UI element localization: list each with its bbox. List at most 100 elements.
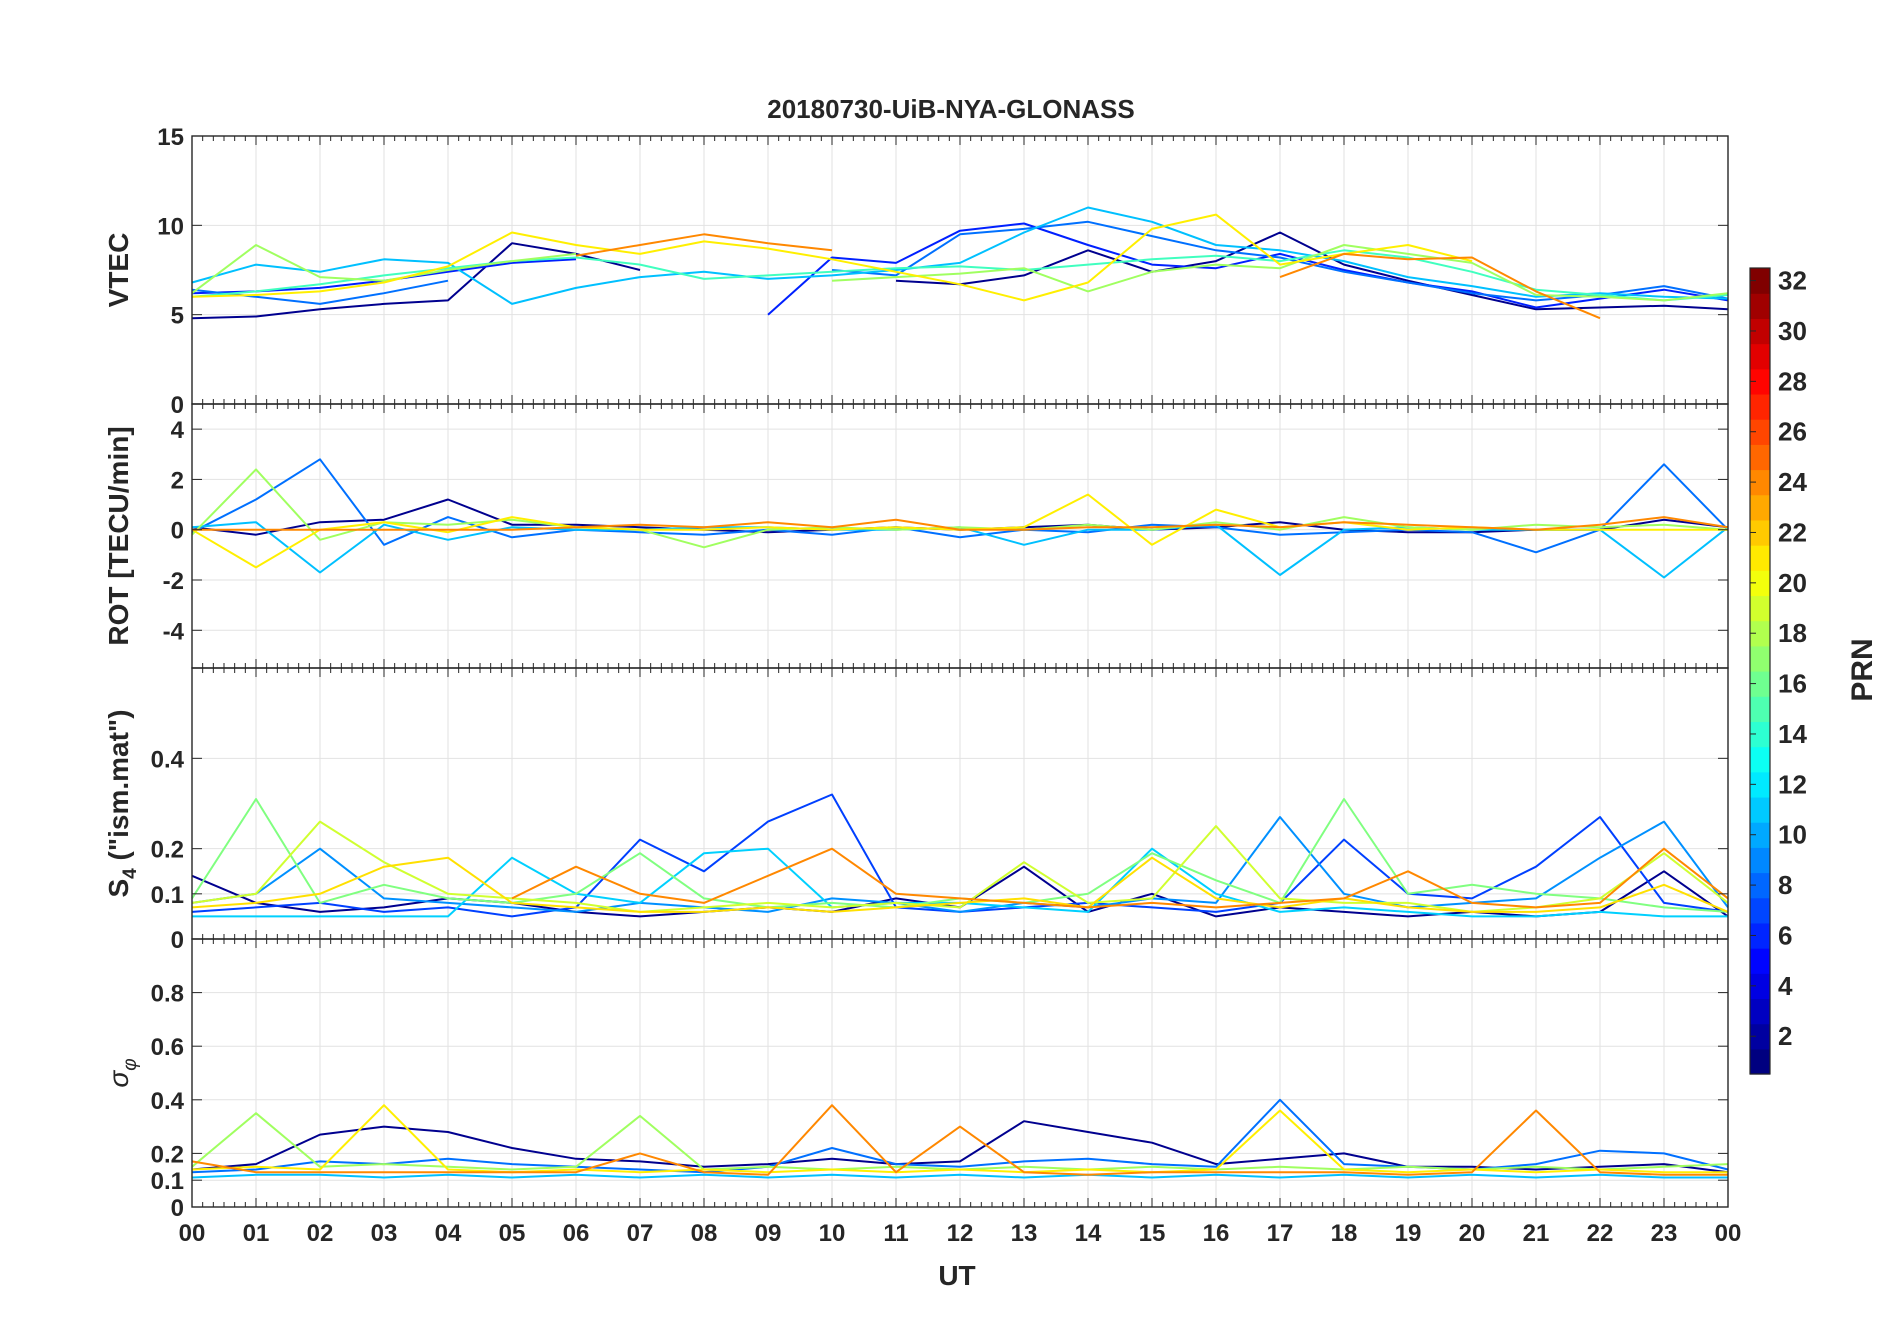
x-tick-label: 07 [627, 1220, 654, 1247]
colorbar-segment [1750, 620, 1770, 647]
figure-title: 20180730-UiB-NYA-GLONASS [767, 94, 1135, 124]
x-tick-label: 01 [243, 1220, 270, 1247]
x-tick-label: 13 [1011, 1220, 1038, 1247]
x-tick-label: 11 [883, 1220, 908, 1247]
colorbar-segment [1750, 469, 1770, 496]
x-tick-label: 09 [755, 1220, 782, 1247]
y-axis-label: σφ [103, 1058, 141, 1087]
series-line-prn-12 [191, 1173, 1728, 1179]
x-tick-label: 15 [1139, 1220, 1166, 1247]
x-tick-label: 21 [1523, 1220, 1550, 1247]
y-axis-label: ROT [TECU/min] [103, 426, 134, 645]
y-axis-label: S4 ("ism.mat") [103, 709, 141, 897]
colorbar-tick-label: 10 [1778, 820, 1807, 850]
colorbar-segment [1750, 973, 1770, 1000]
colorbar-tick-label: 20 [1778, 568, 1807, 598]
x-tick-label: 10 [819, 1220, 846, 1247]
colorbar-tick-label: 14 [1778, 719, 1807, 749]
colorbar-tick-label: 30 [1778, 316, 1807, 346]
x-tick-label: 06 [563, 1220, 590, 1247]
colorbar-segment [1750, 796, 1770, 823]
y-tick-label: 10 [157, 213, 184, 240]
x-tick-label: 04 [435, 1220, 462, 1247]
colorbar-segment [1750, 293, 1770, 319]
x-axis-label: UT [938, 1260, 975, 1291]
colorbar-segment [1750, 519, 1770, 546]
x-tick-label: 20 [1459, 1220, 1486, 1247]
panel-sigma_phi: 00.10.2 0.4 0.6 0.8 σφ 00 01 02 03 04 05 06 07 08 09 10… [103, 938, 1741, 1247]
colorbar-segment [1750, 1048, 1770, 1075]
colorbar-segment [1750, 419, 1770, 445]
colorbar-tick-label: 32 [1778, 266, 1807, 296]
colorbar-tick-label: 4 [1778, 971, 1793, 1001]
series-line-prn-23 [191, 1104, 1728, 1176]
series-line-prn-18 [191, 244, 1729, 302]
colorbar-frame [1749, 267, 1771, 1075]
y-tick-label: 0 [171, 1195, 184, 1222]
colorbar-tick-label: 26 [1778, 417, 1807, 447]
colorbar-tick-label: 22 [1778, 517, 1807, 547]
y-tick-label: 0 [171, 392, 184, 419]
series-line-prn-23 [192, 516, 1729, 531]
y-tick-label: 2 [171, 467, 184, 494]
colorbar-tick-label: 18 [1778, 618, 1807, 648]
y-tick-label: 4 [171, 417, 185, 444]
series-line-prn-12 [191, 206, 1729, 305]
y-tick-label: -2 [163, 568, 184, 595]
x-tick-label: 18 [1331, 1220, 1358, 1247]
colorbar-label: PRN [1846, 638, 1879, 701]
colorbar-segment [1750, 1023, 1770, 1050]
x-tick-label: 22 [1587, 1220, 1614, 1247]
y-axis-label: VTEC [103, 233, 134, 308]
colorbar-segment [1750, 570, 1770, 597]
series-line-prn-16 [191, 249, 1729, 302]
colorbar-segment [1750, 998, 1770, 1025]
colorbar-segment [1750, 318, 1770, 345]
colorbar-segment [1750, 545, 1770, 571]
y-tick-label: 0.8 [151, 981, 184, 1008]
colorbar-tick-label: 12 [1778, 769, 1807, 799]
y-tick-label: 5 [171, 303, 184, 330]
y-tick-label: 0.2 [151, 837, 184, 864]
y-tick-label: -4 [163, 618, 185, 645]
x-tick-label: 16 [1203, 1220, 1230, 1247]
colorbar-tick-label: 2 [1778, 1021, 1792, 1051]
y-tick-label: 0.1 [151, 1168, 184, 1195]
colorbar-segment [1750, 393, 1770, 420]
x-tick-label: 14 [1075, 1220, 1102, 1247]
x-tick-label: 17 [1267, 1220, 1294, 1247]
panel-rot: -4 -2 0 2 4 ROT [TECU/min] [103, 403, 1729, 669]
colorbar-segment [1750, 721, 1770, 748]
x-tick-label: 05 [499, 1220, 526, 1247]
colorbar-segment [1750, 343, 1770, 370]
x-tick-label: 08 [691, 1220, 718, 1247]
y-tick-label: 0.4 [151, 746, 185, 773]
colorbar-segment [1750, 771, 1770, 798]
colorbar-segment [1750, 746, 1770, 773]
colorbar-tick-label: 28 [1778, 366, 1807, 396]
y-tick-label: 0.1 [151, 882, 184, 909]
panel-vtec: 0 5 10 15 VTEC [103, 124, 1729, 419]
colorbar-tick-label: 24 [1778, 467, 1807, 497]
colorbar-segment [1750, 847, 1770, 874]
series-line-prn-23 [575, 233, 1601, 320]
colorbar-segment [1750, 444, 1770, 471]
series-line-prn-8 [191, 458, 1729, 554]
colorbar-tick-label: 6 [1778, 920, 1792, 950]
x-tick-label: 23 [1651, 1220, 1678, 1247]
colorbar-segment [1750, 268, 1770, 294]
colorbar-segment [1750, 872, 1770, 899]
series-line-prn-20 [191, 213, 1473, 302]
series-line-prn-1 [191, 1120, 1729, 1174]
y-tick-label: 0.2 [151, 1141, 184, 1168]
x-tick-label: 12 [947, 1220, 974, 1247]
colorbar-segment [1750, 645, 1770, 672]
y-tick-label: 0.4 [151, 1088, 185, 1115]
colorbar-segment [1750, 368, 1770, 395]
colorbar-tick-label: 16 [1778, 669, 1807, 699]
series-line-prn-21 [191, 856, 1729, 913]
